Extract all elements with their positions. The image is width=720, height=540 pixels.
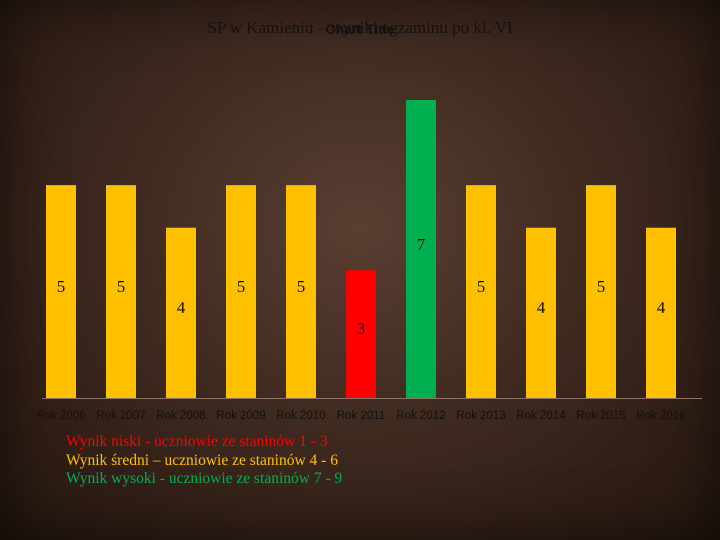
data-label: 5	[297, 277, 306, 296]
data-label: 5	[597, 277, 606, 296]
x-tick-label: Rok 2010	[276, 410, 325, 422]
bar	[466, 185, 496, 398]
x-tick-label: Rok 2008	[156, 410, 205, 422]
x-tick-label: Rok 2015	[576, 410, 625, 422]
bar	[106, 185, 136, 398]
x-tick-label: Rok 2007	[96, 410, 145, 422]
legend-item-medium: Wynik średni – uczniowie ze staninów 4 -…	[66, 451, 338, 469]
x-tick-label: Rok 2014	[516, 410, 566, 422]
legend-item-high: Wynik wysoki - uczniowie ze staninów 7 -…	[66, 470, 343, 487]
legend-item-low: Wynik niski - uczniowie ze staninów 1 - …	[66, 433, 328, 450]
chart-title-placeholder: Chart Title	[325, 21, 395, 37]
x-tick-label: Rok 2012	[396, 410, 445, 422]
legend: Wynik niski - uczniowie ze staninów 1 - …	[66, 433, 342, 489]
bar	[46, 185, 76, 398]
bar	[166, 227, 196, 398]
data-label: 5	[117, 277, 126, 296]
x-tick-label: Rok 2011	[337, 410, 385, 422]
data-label: 7	[417, 235, 426, 254]
x-tick-label: Rok 2016	[636, 410, 685, 422]
bar	[286, 185, 316, 398]
data-label: 3	[357, 319, 366, 338]
chart-title: SP w Kamieniu – wyniki egzaminu po kl. V…	[207, 18, 513, 37]
bar	[406, 100, 436, 398]
data-label: 5	[57, 277, 66, 296]
x-tick-label: Rok 2006	[36, 410, 85, 422]
data-label: 5	[237, 277, 246, 296]
data-label: 5	[477, 277, 486, 296]
data-label: 4	[177, 298, 186, 317]
data-label: 4	[537, 298, 546, 317]
bar	[646, 227, 676, 398]
bar	[226, 185, 256, 398]
bar	[526, 227, 556, 398]
bar	[586, 185, 616, 398]
x-tick-label: Rok 2009	[216, 410, 265, 422]
x-tick-label: Rok 2013	[456, 410, 505, 422]
bar	[346, 270, 376, 398]
data-label: 4	[657, 298, 666, 317]
